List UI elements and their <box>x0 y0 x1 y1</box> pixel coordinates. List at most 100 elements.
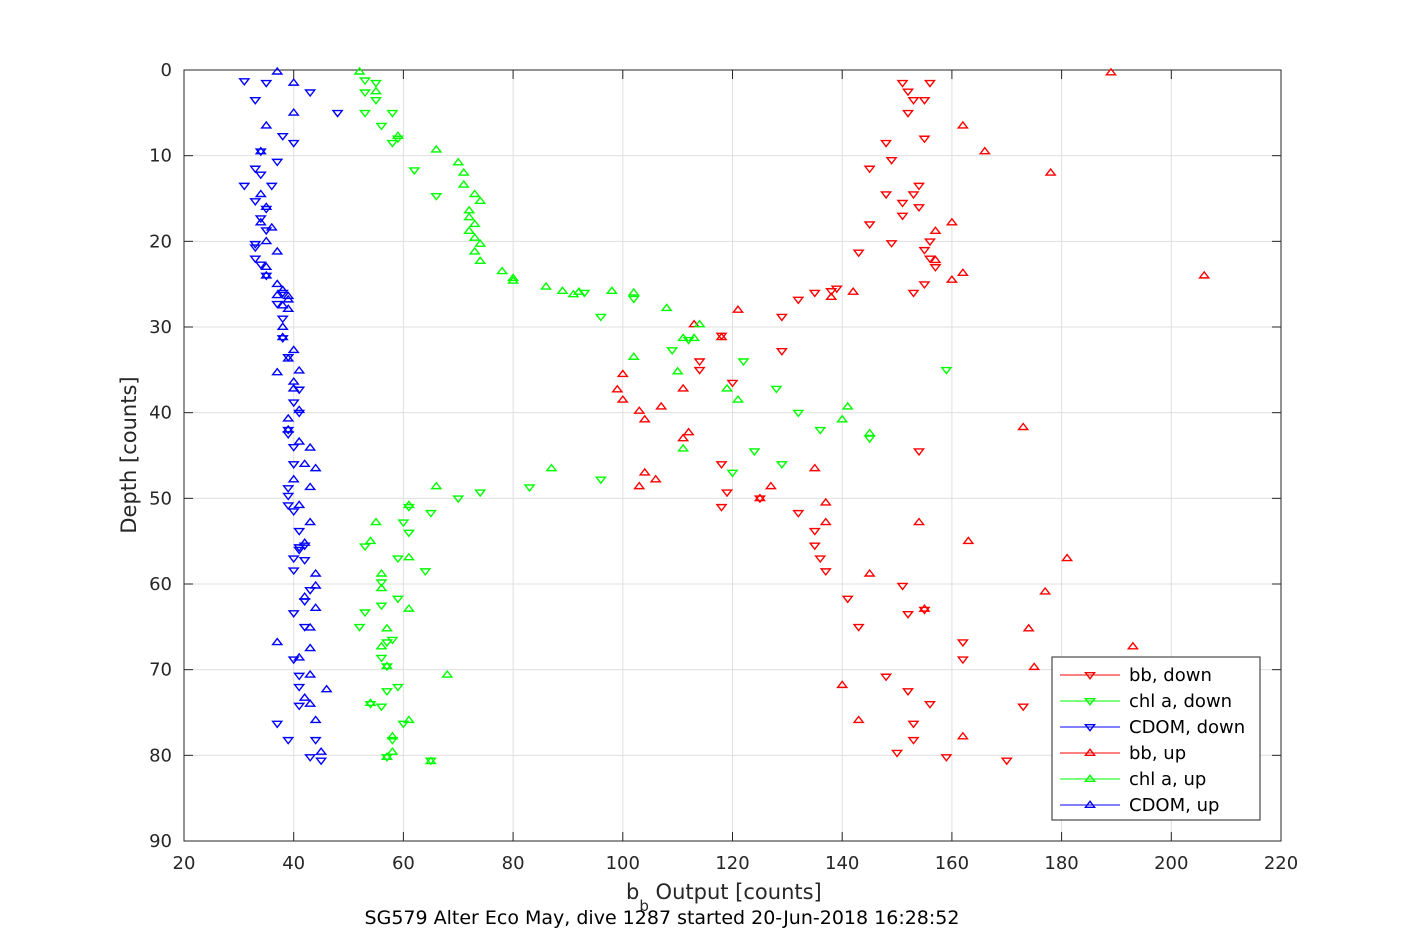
x-tick-label: 180 <box>1044 853 1078 874</box>
data-point <box>260 227 273 236</box>
data-point <box>375 122 388 131</box>
data-point <box>358 609 372 618</box>
data-point <box>402 529 415 538</box>
data-point <box>666 347 679 356</box>
data-point <box>726 469 739 478</box>
data-point <box>836 414 849 423</box>
data-point <box>468 233 481 241</box>
data-point <box>358 89 372 98</box>
data-point <box>852 623 865 632</box>
data-point <box>260 236 273 245</box>
data-point <box>254 148 267 157</box>
data-point <box>792 409 805 418</box>
data-point <box>923 700 936 709</box>
data-point <box>254 189 267 198</box>
data-point <box>1039 586 1052 595</box>
x-tick-label: 200 <box>1154 853 1188 874</box>
data-point <box>298 591 311 600</box>
legend-label: bb, down <box>1129 665 1212 686</box>
data-point <box>474 256 487 265</box>
data-point <box>293 527 306 536</box>
data-point <box>956 731 969 740</box>
data-point <box>841 595 854 604</box>
data-point <box>474 239 487 247</box>
data-point <box>452 495 465 504</box>
data-point <box>271 66 284 75</box>
data-point <box>249 255 262 264</box>
data-point <box>825 288 838 296</box>
data-point <box>375 568 388 577</box>
data-point <box>260 272 273 281</box>
data-point <box>731 394 745 403</box>
data-point <box>304 622 317 631</box>
data-point <box>907 289 920 298</box>
legend-label: bb, up <box>1129 743 1186 764</box>
data-point <box>271 720 284 729</box>
data-point <box>715 503 728 512</box>
data-point <box>287 567 300 576</box>
x-tick-label: 20 <box>173 853 196 874</box>
data-point <box>1000 757 1013 766</box>
data-point <box>386 109 399 118</box>
data-point <box>254 215 267 224</box>
data-point <box>430 144 443 153</box>
data-point <box>688 333 701 342</box>
legend-marker <box>1083 672 1097 680</box>
data-point <box>358 109 372 118</box>
y-tick-labels: 0 10 20 30 40 50 60 70 80 90 <box>149 60 172 852</box>
y-tick-label: 80 <box>149 745 172 766</box>
data-point <box>282 291 295 300</box>
data-point <box>380 661 393 670</box>
x-axis-title: bb Output [counts] <box>626 880 822 915</box>
data-point <box>611 384 624 393</box>
data-point <box>693 319 706 328</box>
data-point <box>902 688 915 696</box>
data-point <box>605 286 618 294</box>
data-point <box>649 474 662 483</box>
data-point <box>380 688 393 696</box>
data-point <box>282 736 295 745</box>
data-point <box>287 474 300 483</box>
data-point <box>918 97 931 105</box>
data-point <box>391 135 404 144</box>
data-point <box>627 287 640 296</box>
data-point <box>287 555 300 564</box>
data-point <box>633 481 646 490</box>
data-point <box>402 552 415 561</box>
data-point <box>282 426 295 435</box>
data-point <box>940 366 953 375</box>
data-point <box>271 279 284 288</box>
x-tick-label: 40 <box>282 853 305 874</box>
data-point <box>287 508 300 517</box>
data-point <box>391 595 404 604</box>
data-point <box>320 684 333 693</box>
data-point <box>380 623 393 632</box>
data-point <box>929 226 942 235</box>
data-point <box>287 461 300 469</box>
data-point <box>375 602 388 611</box>
x-tick-label: 220 <box>1264 853 1298 874</box>
data-point <box>1017 422 1030 431</box>
data-point <box>309 603 322 611</box>
data-point <box>638 414 651 423</box>
data-point <box>764 481 777 490</box>
data-point <box>287 383 300 392</box>
data-point <box>386 636 399 645</box>
data-point <box>863 428 876 437</box>
x-tick-label: 140 <box>825 853 859 874</box>
data-point <box>956 268 969 277</box>
data-point <box>386 139 399 148</box>
y-tick-label: 70 <box>149 660 172 681</box>
y-tick-label: 20 <box>149 231 172 252</box>
data-point <box>249 165 262 174</box>
series-bb-down <box>693 79 1030 766</box>
data-point <box>457 179 470 188</box>
data-point <box>918 603 931 612</box>
data-point <box>265 182 278 191</box>
data-point <box>819 517 832 526</box>
data-point <box>287 399 300 408</box>
data-point <box>852 249 865 258</box>
data-point <box>282 424 295 433</box>
data-point <box>468 189 481 198</box>
data-point <box>463 212 476 221</box>
